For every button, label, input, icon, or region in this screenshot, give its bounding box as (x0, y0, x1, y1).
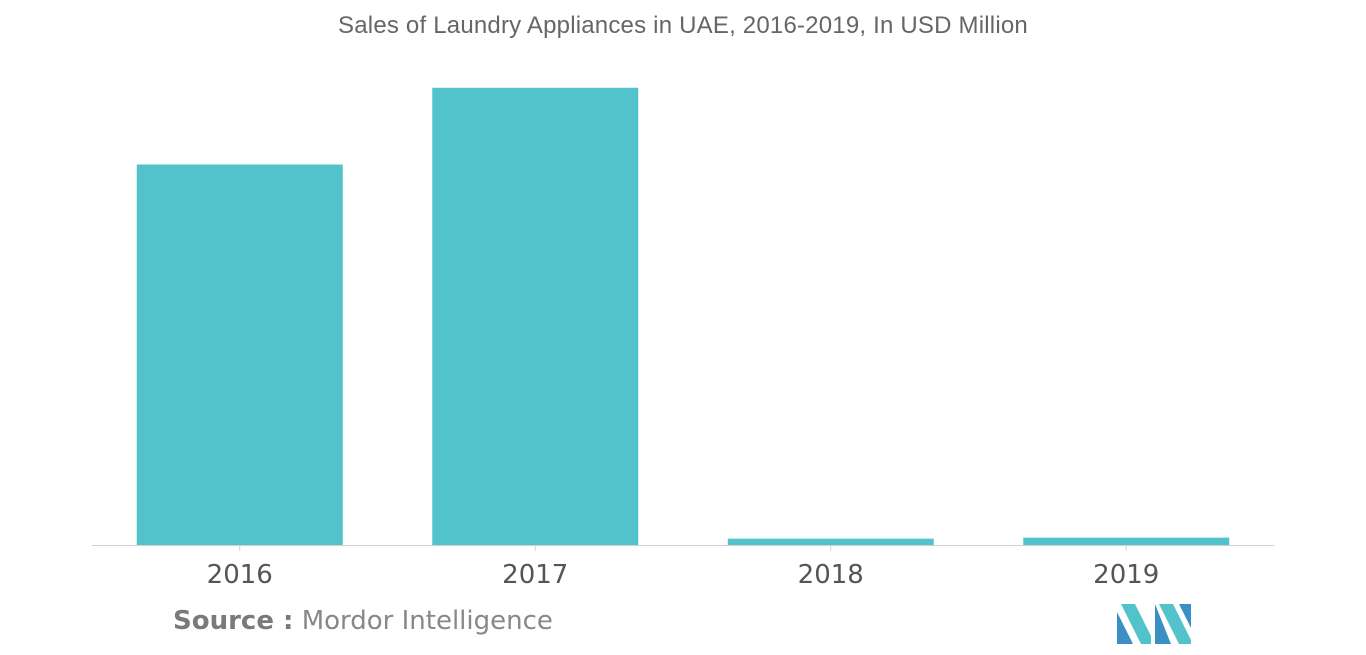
ticks-group (239, 545, 1127, 551)
source-text: Mordor Intelligence (301, 606, 553, 636)
x-tick-label-2016: 2016 (207, 560, 273, 590)
bar-2019 (1023, 537, 1230, 545)
bars-group (136, 87, 1230, 546)
x-tick-label-2018: 2018 (798, 560, 864, 590)
bar-2017 (432, 87, 639, 546)
tick-labels-group: 2016 2017 2018 2019 (207, 560, 1160, 590)
x-tick-label-2017: 2017 (502, 560, 568, 590)
mordor-intelligence-logo-icon (1117, 604, 1191, 644)
bar-2018 (727, 538, 934, 545)
x-tick-label-2019: 2019 (1093, 560, 1159, 590)
source-note: Source : Mordor Intelligence (173, 606, 553, 636)
source-label: Source : (173, 606, 294, 636)
bar-2016 (136, 164, 343, 545)
chart-title: Sales of Laundry Appliances in UAE, 2016… (338, 12, 1028, 39)
